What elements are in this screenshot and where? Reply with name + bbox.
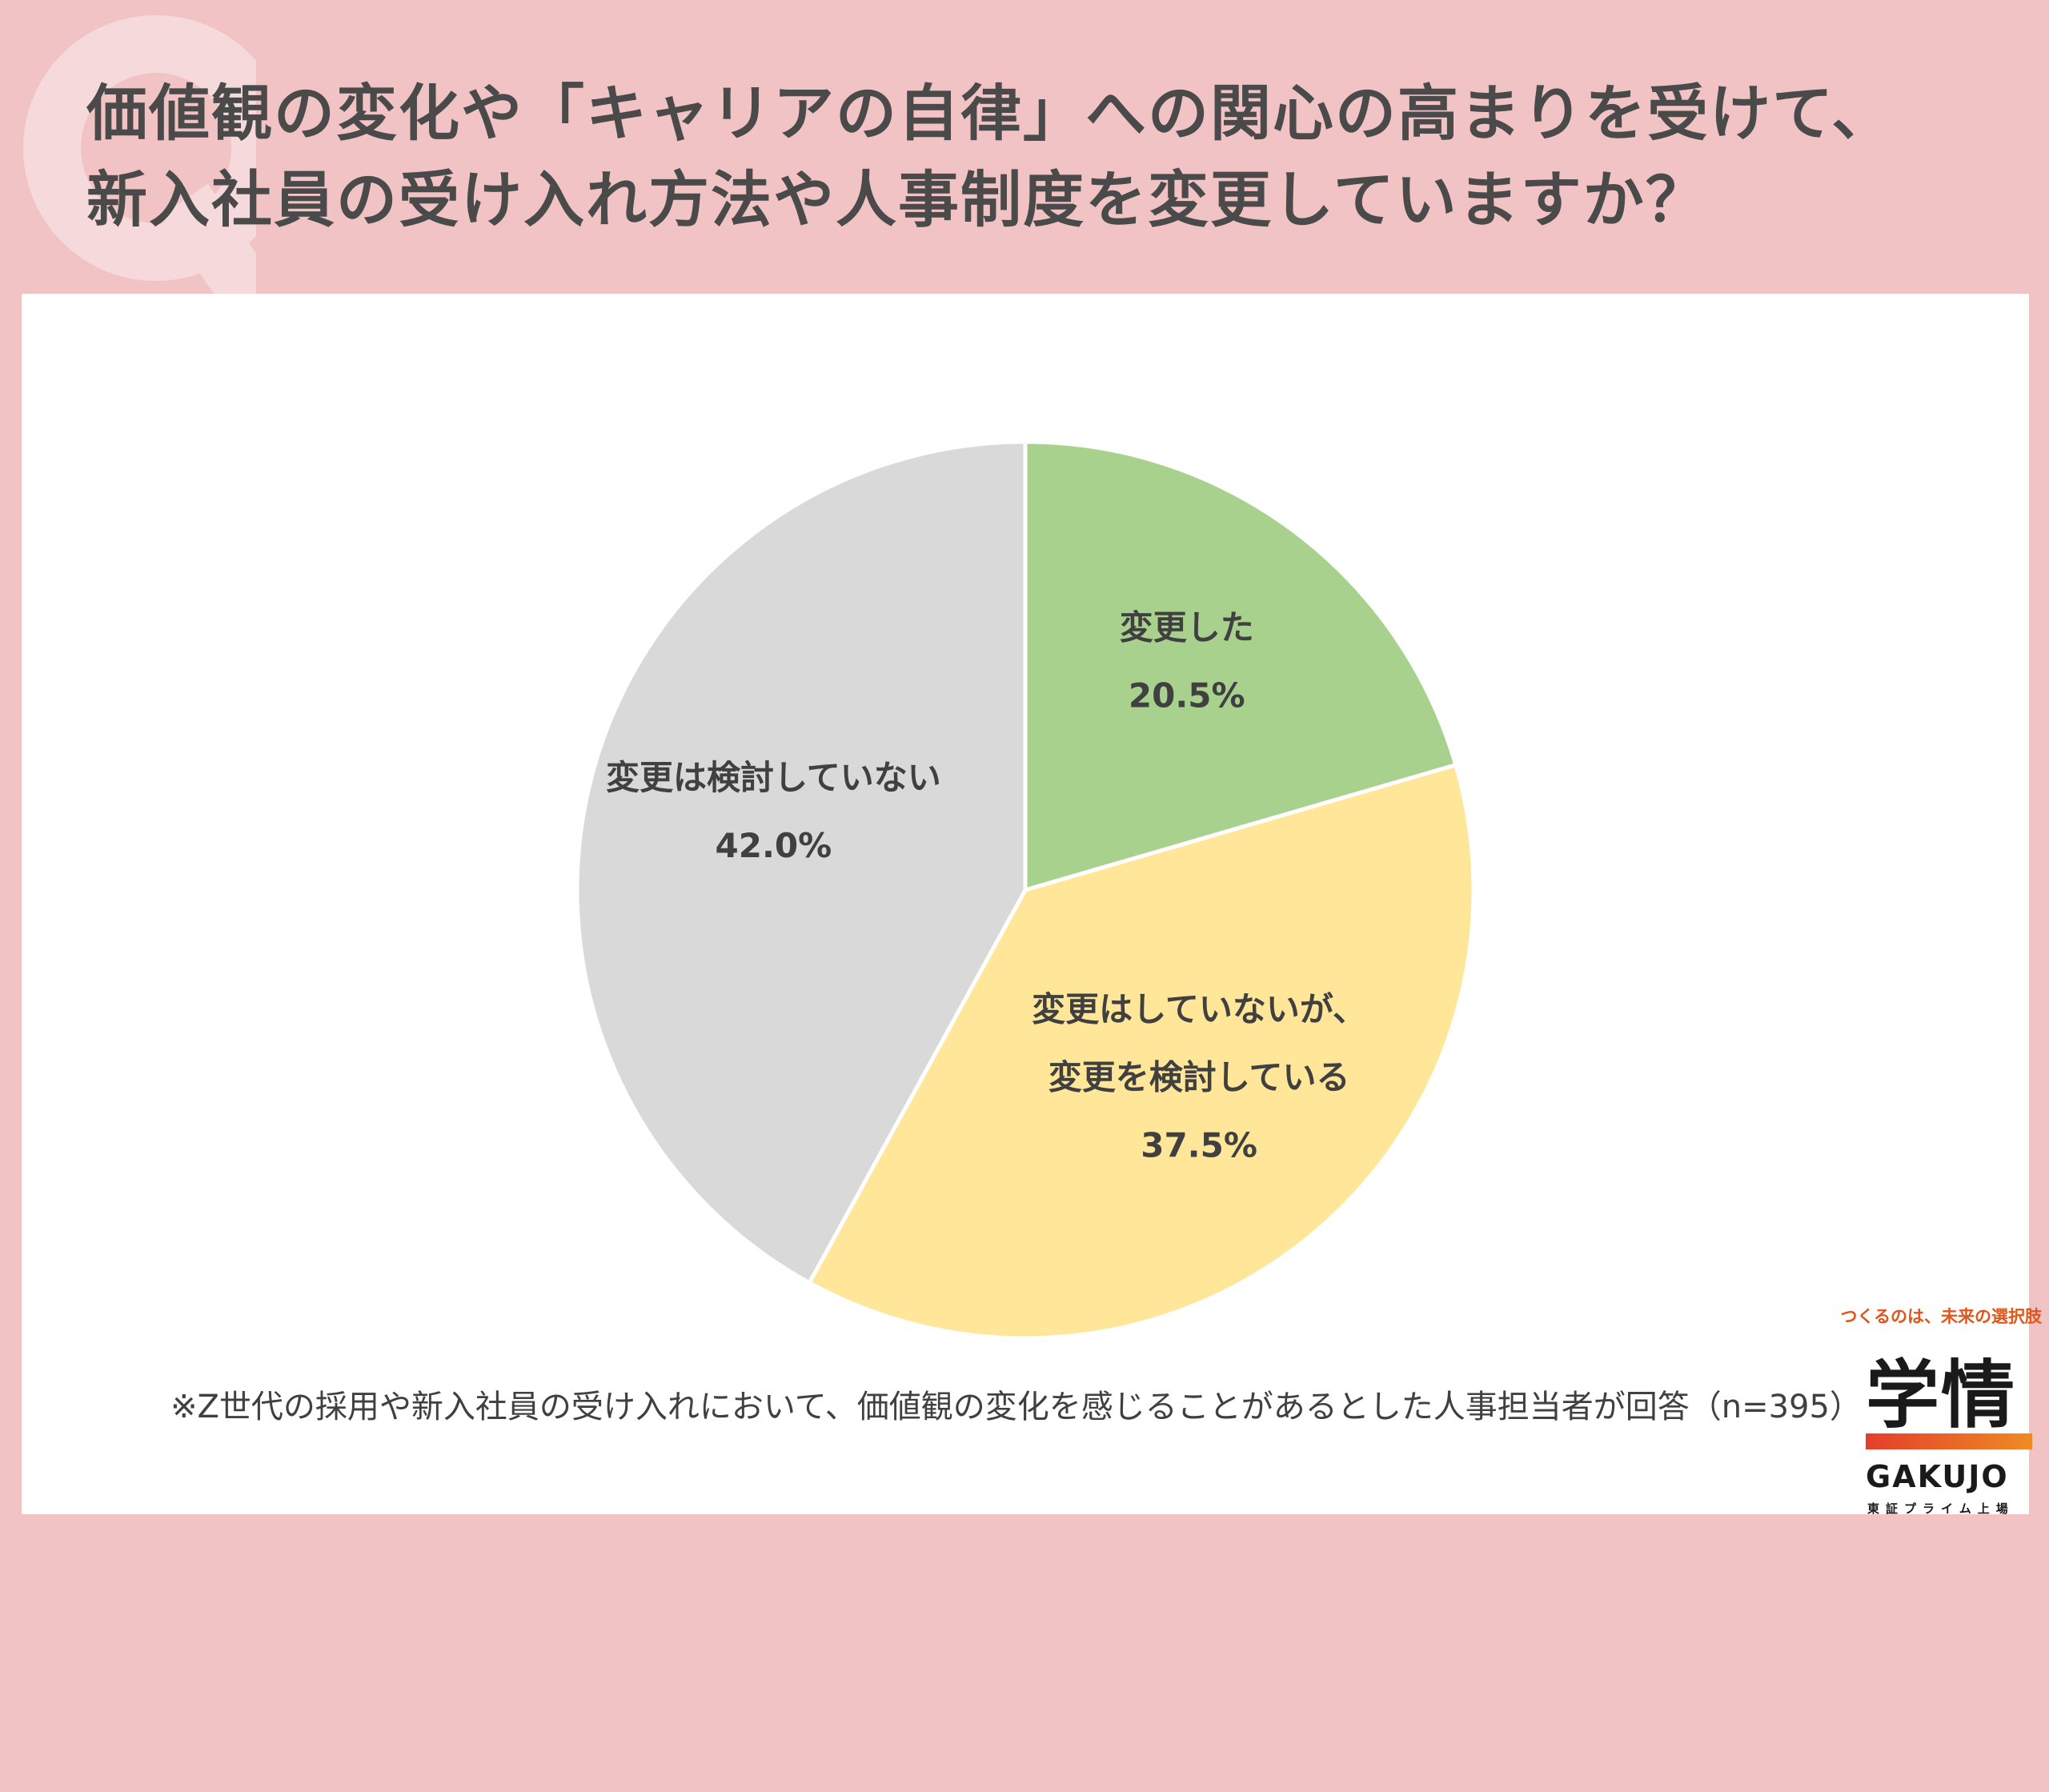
logo-name: GAKUJO <box>1866 1459 2009 1494</box>
category-label-considering: 変更はしていないが、 <box>1032 989 1366 1028</box>
title-line-1: 価値観の変化や「キャリアの自律」への関心の高まりを受けて、 <box>86 78 1895 149</box>
logo-sub: 東証プライム上場 <box>1867 1501 2015 1516</box>
footnote: ※Z世代の採用や新入社員の受け入れにおいて、価値観の変化を感じることがあるとした… <box>170 1389 1862 1425</box>
pie-slice-not-considering <box>575 439 1028 1286</box>
chart-card: 変更した 20.5% 変更はしていないが、 変更を検討している 37.5% 変更は検討して… <box>22 294 2042 1516</box>
title-line-2: 新入社員の受け入れ方法や人事制度を変更していますか？ <box>86 164 1708 235</box>
gakujo-logo: つくるのは、未来の選択肢 学情 GAKUJO 東証プライム上場 <box>1818 1304 2042 1792</box>
pie-slice-changed <box>1023 439 1458 893</box>
category-label-changed: 変更した <box>1120 607 1254 647</box>
category-label-not-considering: 変更は検討していない <box>606 758 941 797</box>
q-mark-decoration <box>23 15 256 304</box>
value-label-considering: 37.5% <box>1141 1125 1257 1165</box>
logo-bar <box>1866 1433 2032 1449</box>
page-title: 価値観の変化や「キャリアの自律」への関心の高まりを受けて、 新入社員の受け入れ方… <box>86 70 1991 243</box>
logo-tagline: つくるのは、未来の選択肢 <box>1840 1307 2042 1326</box>
value-label-not-considering: 42.0% <box>716 826 832 865</box>
logo-kanji: 学情 <box>1866 1353 2017 1438</box>
pie-chart: 変更した 20.5% 変更はしていないが、変更を検討している 37.5% 変更は検討して… <box>575 439 1476 1341</box>
value-label-changed: 20.5% <box>1129 676 1245 715</box>
category-label-considering: 変更を検討している <box>1049 1057 1350 1096</box>
pie-slice-considering <box>806 762 1476 1341</box>
